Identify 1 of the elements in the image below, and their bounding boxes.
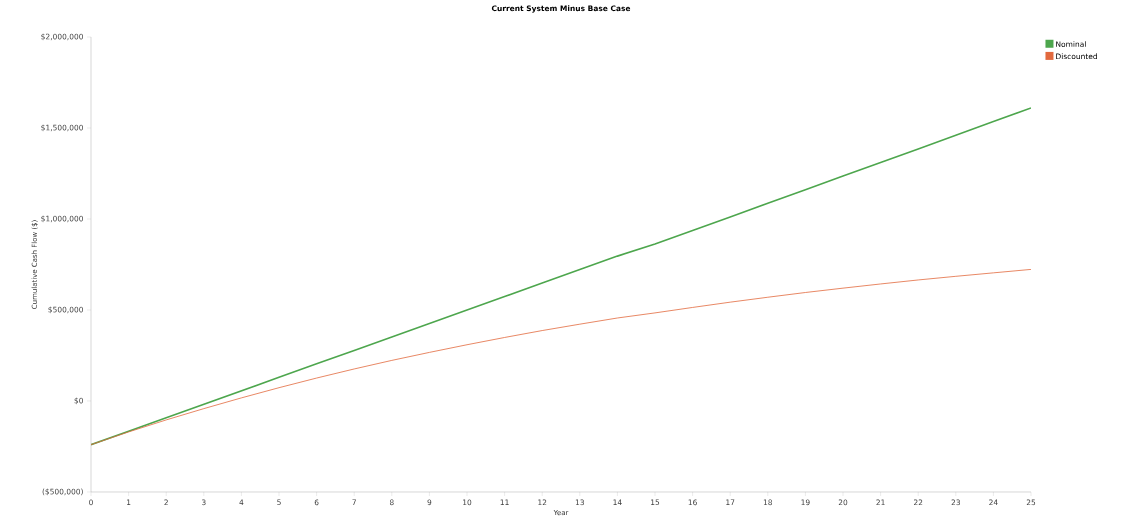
line-series [91,269,1032,446]
